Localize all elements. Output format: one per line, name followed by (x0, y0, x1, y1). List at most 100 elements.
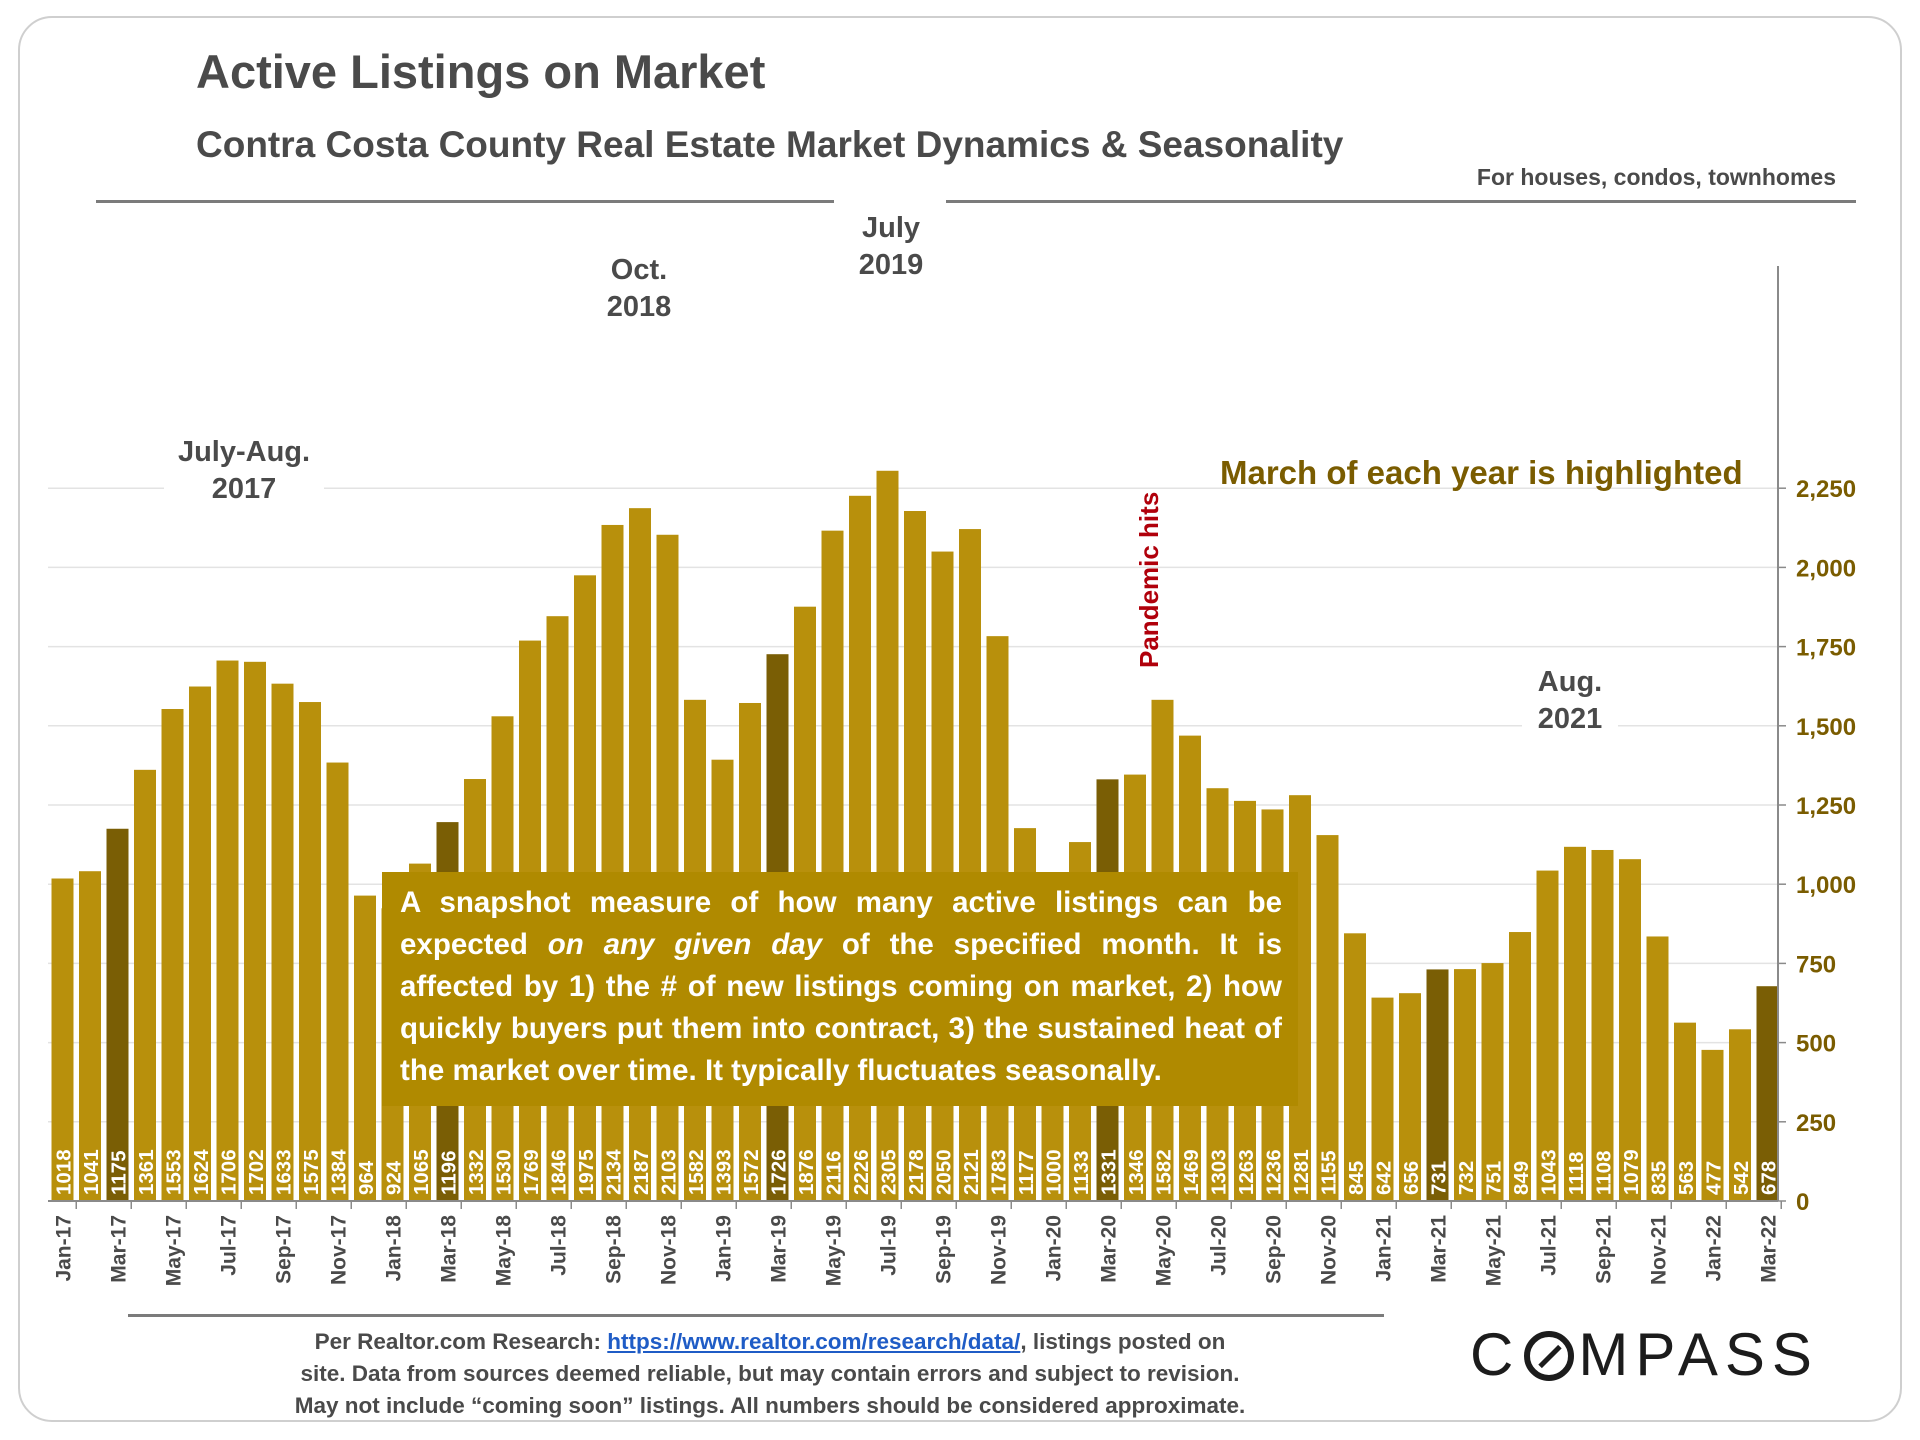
annotation-line: 2021 (1522, 701, 1618, 738)
x-tick-label: Sep-18 (603, 1215, 626, 1284)
bar-value-label: 849 (1510, 1161, 1533, 1195)
bar-value-label: 1582 (685, 1149, 708, 1195)
bar-Nov-21 (1646, 936, 1669, 1201)
bar-value-label: 1582 (1153, 1149, 1176, 1195)
x-tick-label: Jul-19 (878, 1215, 901, 1276)
footer-line2: site. Data from sources deemed reliable,… (300, 1361, 1240, 1386)
bar-value-label: 1876 (795, 1149, 818, 1195)
bar-Feb-22 (1729, 1029, 1751, 1201)
annotation-line: 2019 (832, 247, 950, 284)
logo-o-icon (1524, 1331, 1575, 1381)
footer-line1-suffix: , listings posted on (1020, 1329, 1226, 1354)
footer-line3: May not include “coming soon” listings. … (294, 1393, 1246, 1418)
bar-Jun-17 (189, 686, 211, 1201)
header-rule-right (946, 200, 1856, 203)
bar-value-label: 1769 (520, 1149, 543, 1195)
x-tick-label: Nov-19 (988, 1215, 1011, 1285)
highlight-note: March of each year is highlighted (1220, 454, 1743, 491)
logo-text-pre: C (1470, 1321, 1521, 1388)
bar-value-label: 2116 (823, 1151, 846, 1195)
x-tick-label: Jan-18 (383, 1215, 406, 1282)
x-tick-label: Jan-21 (1373, 1215, 1396, 1282)
x-tick-label: Sep-19 (933, 1215, 956, 1284)
bar-value-label: 1393 (713, 1149, 736, 1195)
bar-value-label: 1384 (328, 1149, 351, 1195)
y-tick-label: 0 (1796, 1189, 1809, 1216)
compass-logo: C MPASS (1470, 1320, 1819, 1389)
annotation-line: July (832, 210, 950, 247)
y-tick-label: 250 (1796, 1110, 1836, 1137)
bar-Mar-22 (1756, 986, 1779, 1201)
bar-Sep-21 (1591, 849, 1614, 1201)
y-tick-label: 2,000 (1796, 555, 1856, 582)
bar-value-label: 1469 (1180, 1149, 1203, 1195)
bar-value-label: 1065 (410, 1149, 433, 1195)
info-text: A snapshot measure of how many active li… (400, 886, 1282, 961)
bar-value-label: 1633 (273, 1149, 296, 1195)
x-tick-label: Mar-20 (1098, 1215, 1121, 1283)
x-tick-label: Jul-18 (548, 1215, 571, 1276)
bar-value-label: 924 (383, 1160, 406, 1195)
x-tick-label: May-20 (1153, 1215, 1176, 1286)
bar-Aug-17 (244, 661, 266, 1201)
bar-Mar-17 (106, 828, 129, 1201)
bar-Feb-21 (1399, 993, 1421, 1201)
bar-value-label: 1118 (1565, 1152, 1588, 1195)
bar-Sep-17 (271, 683, 294, 1201)
x-tick-label: Mar-19 (768, 1215, 791, 1283)
annotation-peak-2018: Oct. 2018 (580, 252, 698, 326)
bar-Feb-17 (79, 871, 101, 1201)
bar-value-label: 2103 (658, 1149, 681, 1195)
annotation-peak-2021: Aug. 2021 (1522, 664, 1618, 738)
bar-value-label: 1236 (1263, 1149, 1286, 1195)
bar-Nov-20 (1316, 835, 1339, 1201)
bar-value-label: 1575 (300, 1149, 323, 1195)
bar-value-label: 1303 (1208, 1149, 1231, 1195)
x-tick-label: Mar-17 (108, 1215, 131, 1283)
bar-value-label: 1331 (1098, 1149, 1121, 1195)
header-rule-left (96, 200, 834, 203)
bar-value-label: 1281 (1290, 1149, 1313, 1195)
bar-Jan-17 (51, 878, 74, 1201)
bar-value-label: 1553 (163, 1149, 186, 1195)
x-tick-label: May-18 (493, 1215, 516, 1287)
x-tick-label: May-21 (1483, 1215, 1506, 1287)
y-tick-label: 1,000 (1796, 872, 1856, 899)
bar-Aug-21 (1564, 846, 1586, 1201)
bar-Jul-17 (216, 660, 239, 1201)
annotation-peak-2017: July-Aug. 2017 (164, 434, 324, 508)
x-tick-label: Nov-18 (658, 1215, 681, 1285)
bar-value-label: 1726 (768, 1149, 791, 1195)
bar-value-label: 1155 (1318, 1151, 1341, 1195)
bar-Nov-17 (326, 762, 349, 1201)
x-tick-label: Jan-22 (1703, 1215, 1726, 1282)
x-tick-label: May-17 (163, 1215, 186, 1286)
bar-Jun-21 (1509, 932, 1531, 1201)
bar-value-label: 835 (1648, 1161, 1671, 1195)
bar-value-label: 751 (1483, 1161, 1506, 1195)
source-link[interactable]: https://www.realtor.com/research/data/ (607, 1329, 1021, 1354)
x-tick-label: Jul-21 (1538, 1215, 1561, 1276)
bar-value-label: 2178 (905, 1149, 928, 1195)
bar-Jul-21 (1536, 870, 1559, 1201)
x-tick-label: Mar-22 (1758, 1215, 1781, 1283)
bar-value-label: 1175 (108, 1151, 131, 1195)
bar-value-label: 1018 (53, 1149, 76, 1195)
info-emphasis: on any given day (547, 928, 823, 961)
annotation-line: 2018 (580, 289, 698, 326)
bar-value-label: 1702 (245, 1149, 268, 1195)
x-axis-ticks: Jan-17 Mar-17 May-17 Jul-17 Sep-17 Nov-17 Jan-… (53, 1201, 1782, 1286)
chart-subtitle: Contra Costa County Real Estate Market D… (196, 124, 1344, 165)
bar-value-label: 1624 (190, 1149, 213, 1195)
bar-value-labels: 1018 1041 1175 1361 1553 1624 1706 1702 1633 1575… (53, 1149, 1781, 1195)
chart-title: Active Listings on Market (196, 45, 766, 98)
x-tick-label: Sep-17 (273, 1215, 296, 1284)
footer-rule (128, 1314, 1384, 1317)
bar-value-label: 1361 (135, 1149, 158, 1195)
info-box: A snapshot measure of how many active li… (382, 872, 1298, 1106)
bar-value-label: 1041 (80, 1149, 103, 1195)
bar-Jan-22 (1701, 1049, 1724, 1201)
bar-Oct-17 (299, 702, 321, 1201)
x-tick-label: Jul-20 (1208, 1215, 1231, 1276)
